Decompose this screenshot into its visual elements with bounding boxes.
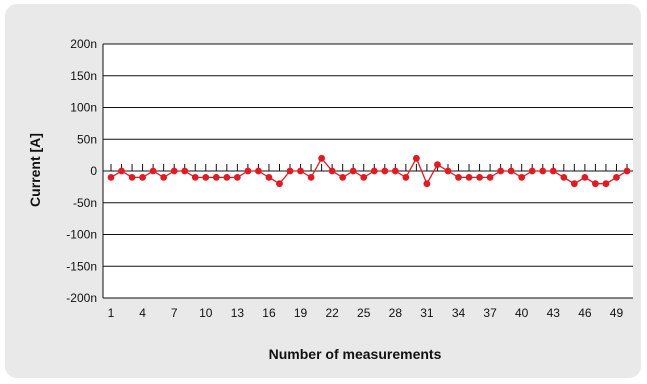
data-point	[297, 167, 304, 175]
data-point	[128, 173, 136, 181]
data-point	[370, 167, 378, 175]
data-point	[360, 173, 368, 181]
x-tick-label: 1	[108, 306, 115, 320]
data-point	[434, 161, 441, 169]
x-tick-label: 49	[610, 306, 624, 320]
y-tick-label: 100n	[70, 101, 97, 115]
data-point	[412, 154, 420, 162]
x-tick-label: 16	[262, 306, 276, 320]
x-tick-label: 10	[199, 306, 213, 320]
data-point	[170, 167, 178, 175]
y-tick-label: 200n	[70, 37, 97, 51]
x-tick-labels: 1 4 7 10 13 16 19 22 25 28 31 34 37 40 43 46 49	[108, 306, 624, 320]
data-point	[286, 167, 294, 175]
y-tick-label: 150n	[70, 69, 97, 83]
y-axis-title: Current [A]	[27, 133, 43, 207]
data-point	[118, 167, 125, 175]
data-point	[402, 173, 410, 181]
data-point	[339, 173, 347, 181]
data-point	[318, 154, 326, 162]
data-point	[307, 173, 315, 181]
x-tick-label: 13	[231, 306, 245, 320]
data-point	[265, 173, 273, 181]
y-tick-label: -50n	[73, 196, 97, 210]
data-point	[212, 173, 220, 181]
data-point	[497, 167, 505, 175]
data-point	[181, 167, 189, 175]
data-point	[486, 173, 494, 181]
data-point	[528, 167, 536, 175]
data-point	[160, 173, 168, 181]
data-point	[223, 173, 231, 181]
data-point	[391, 167, 399, 175]
y-tick-label: -200n	[66, 291, 97, 305]
data-point	[613, 173, 620, 181]
data-point	[455, 173, 462, 181]
data-point	[255, 167, 262, 175]
data-point	[602, 180, 610, 188]
data-point	[444, 167, 452, 175]
x-tick-label: 43	[547, 306, 561, 320]
data-point	[233, 173, 241, 181]
data-point	[476, 173, 483, 181]
data-point	[570, 180, 578, 188]
y-tick-label: 0	[90, 164, 97, 178]
data-point	[581, 173, 589, 181]
x-tick-label: 4	[139, 306, 146, 320]
x-tick-label: 37	[483, 306, 497, 320]
data-point	[191, 173, 199, 181]
data-point	[139, 173, 146, 181]
x-axis-title: Number of measurements	[269, 346, 442, 362]
series-layer	[107, 154, 631, 188]
data-point	[202, 173, 210, 181]
data-point	[623, 167, 631, 175]
data-point	[518, 173, 526, 181]
data-point	[560, 173, 568, 181]
data-point	[149, 167, 157, 175]
x-tick-label: 46	[578, 306, 592, 320]
x-tick-label: 7	[171, 306, 178, 320]
data-point	[276, 180, 283, 188]
x-tick-label: 22	[325, 306, 339, 320]
data-point	[244, 167, 252, 175]
x-tick-label: 40	[515, 306, 529, 320]
data-point	[328, 167, 336, 175]
data-point	[549, 167, 557, 175]
y-tick-labels: 200n 150n 100n 50n 0 -50n -100n -150n -200n	[66, 37, 97, 305]
x-tick-label: 25	[357, 306, 371, 320]
data-point	[507, 167, 515, 175]
x-tick-label: 34	[452, 306, 466, 320]
y-tick-label: -100n	[66, 228, 97, 242]
data-point	[107, 173, 115, 181]
data-point	[381, 167, 389, 175]
x-tick-label: 31	[420, 306, 434, 320]
data-point	[592, 180, 599, 188]
y-tick-label: 50n	[77, 132, 97, 146]
data-point	[349, 167, 357, 175]
x-tick-label: 19	[294, 306, 308, 320]
data-point	[539, 167, 547, 175]
y-tick-label: -150n	[66, 259, 97, 273]
x-tick-label: 28	[389, 306, 403, 320]
data-point	[465, 173, 473, 181]
data-point	[423, 180, 431, 188]
